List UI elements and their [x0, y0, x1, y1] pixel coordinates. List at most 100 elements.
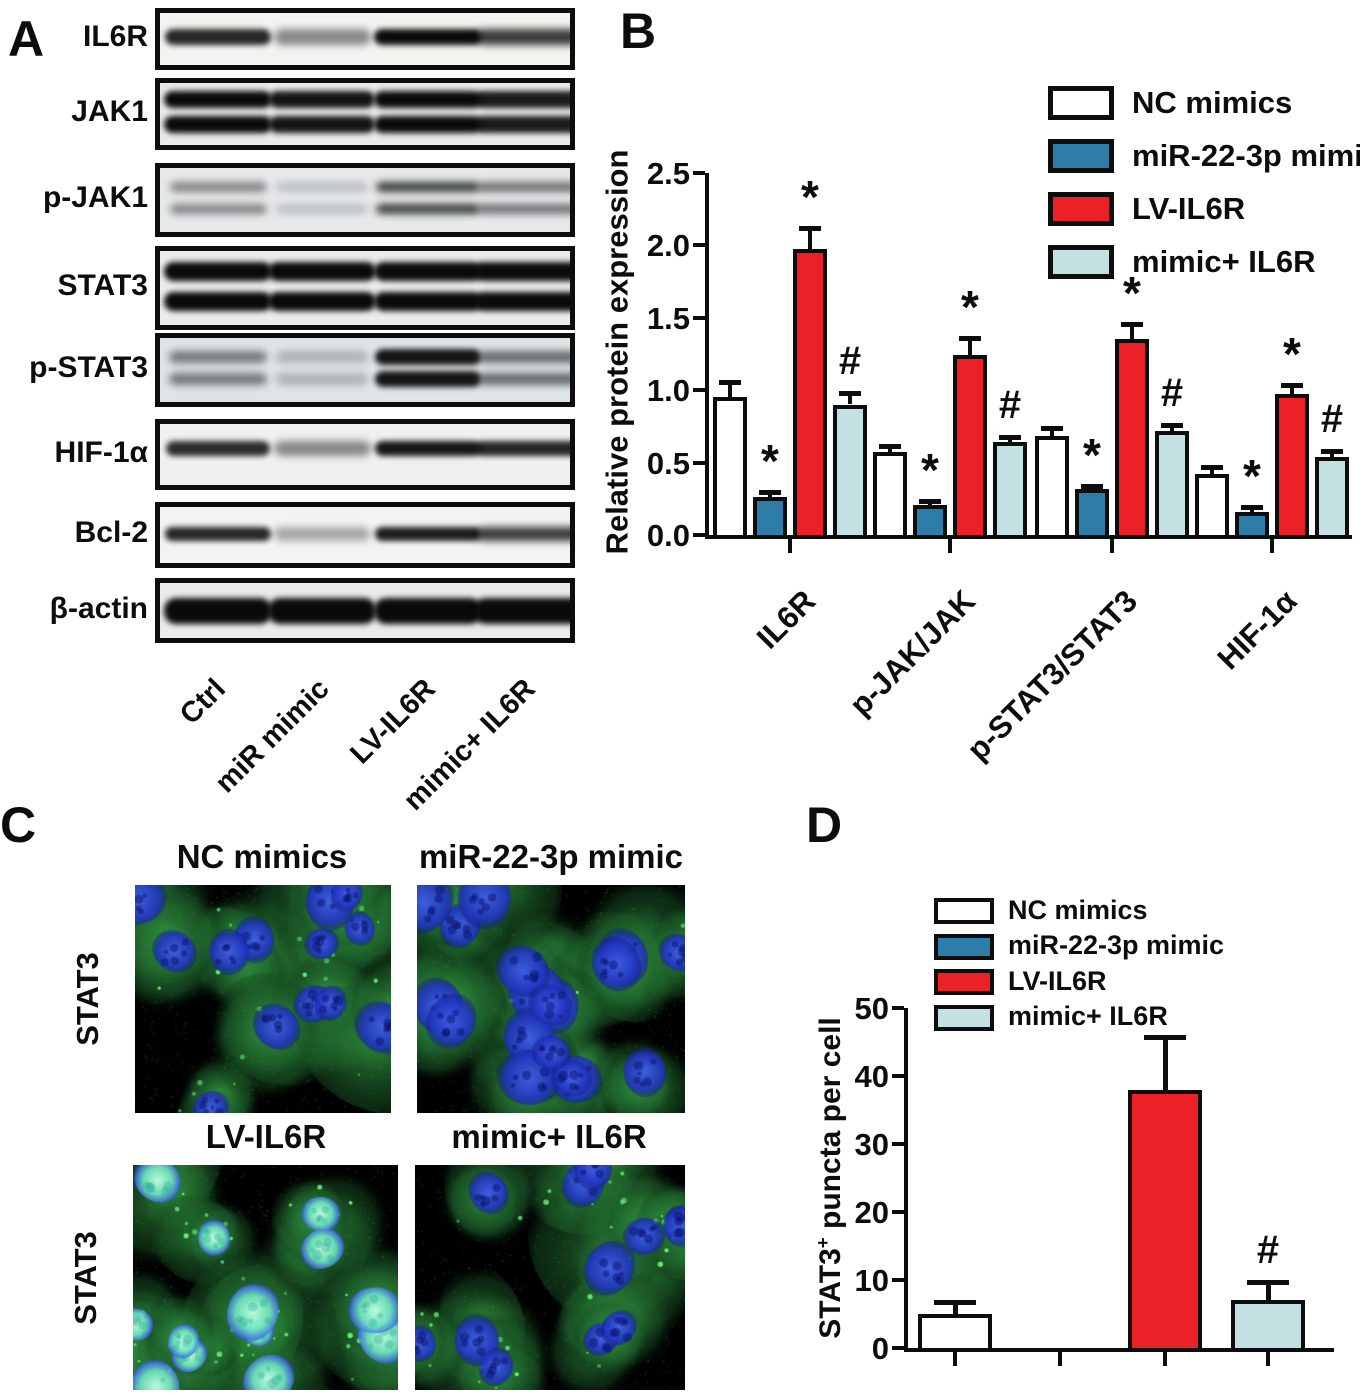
blot-band: [268, 115, 376, 133]
blot-row-p-stat3: [155, 333, 575, 407]
significance-marker-hash: #: [998, 382, 1022, 427]
blot-band: [268, 597, 376, 624]
blot-band: [374, 370, 482, 387]
x-category-label-il6r: IL6R: [749, 583, 823, 656]
blot-band: [274, 526, 370, 541]
panel-a-western-blots: IL6R JAK1 p-JAK1 STAT3 p-STAT3 HIF-1α Bcl-2 β-a…: [0, 0, 620, 820]
y-axis-line: [705, 172, 709, 539]
y-axis-tick: [693, 460, 705, 465]
if-title-nc-mimics: NC mimics: [176, 838, 348, 875]
bar-lv-il6r-il6r: [793, 249, 827, 539]
blot-band: [164, 291, 272, 311]
significance-marker-asterisk: *: [921, 443, 939, 496]
significance-marker-asterisk: *: [1243, 449, 1261, 502]
error-bar-stem: [968, 336, 972, 356]
blot-band: [474, 91, 570, 109]
y-axis-tick: [892, 1210, 904, 1214]
panel-c-letter: C: [0, 797, 38, 853]
error-bar-cap: [959, 336, 981, 342]
blot-band: [478, 182, 570, 193]
blot-band: [164, 91, 272, 109]
blot-band: [168, 372, 268, 385]
blot-band: [275, 372, 369, 385]
blot-protein-label-bcl-2: Bcl-2: [74, 516, 148, 549]
error-bar-cap: [1321, 449, 1343, 455]
blot-band: [164, 261, 272, 281]
error-bar-cap: [999, 434, 1021, 440]
blot-band: [165, 441, 271, 457]
blot-band: [475, 441, 570, 457]
blot-band: [165, 526, 271, 541]
error-bar-cap: [799, 226, 821, 232]
bar-mimic-il6r-hif-1: [1315, 456, 1349, 539]
if-title-mir-22-3p-mimic: miR-22-3p mimic: [418, 838, 684, 875]
error-bar-cap: [1161, 423, 1183, 429]
blot-band: [474, 597, 570, 624]
blot-band: [164, 597, 272, 624]
x-axis-tick: [1270, 539, 1274, 553]
y-axis-tick: [892, 1346, 904, 1350]
x-axis-tick: [1058, 1352, 1062, 1366]
panel-d-letter: D: [806, 797, 844, 853]
blot-protein-label-actin: β-actin: [49, 591, 148, 625]
y-axis-tick: [693, 388, 705, 392]
blot-band: [268, 91, 376, 109]
error-bar-stem: [1130, 321, 1134, 340]
error-bar-cap: [879, 443, 901, 449]
y-axis-tick: [892, 1142, 904, 1146]
legend-swatch-nc-mimics: [934, 898, 994, 924]
significance-marker-asterisk: *: [1083, 429, 1101, 482]
error-bar-cap: [934, 1300, 976, 1306]
x-axis-tick: [788, 539, 792, 553]
significance-marker-hash: #: [1320, 397, 1344, 442]
y-tick-label-20: 20: [854, 1195, 889, 1230]
significance-marker-asterisk: *: [761, 435, 779, 488]
y-tick-label-0.0: 0.0: [646, 518, 690, 553]
blot-band: [169, 203, 267, 214]
y-axis-tick: [693, 315, 705, 320]
legend-swatch-nc-mimics: [1048, 86, 1114, 120]
x-axis-tick: [948, 539, 952, 553]
if-image-lv-il6r: [133, 1165, 398, 1390]
bar-mir-22-3p-mimic-p-jak-jak: [913, 504, 947, 539]
error-bar-cap: [839, 391, 861, 397]
blot-protein-label-jak1: JAK1: [71, 95, 148, 128]
y-axis-tick: [892, 1278, 904, 1282]
blot-band: [374, 526, 482, 541]
error-bar-cap: [1247, 1280, 1289, 1285]
legend-label-lv-il6r: LV-IL6R: [1008, 965, 1107, 996]
error-bar-cap: [1081, 484, 1103, 490]
blot-band: [474, 115, 570, 133]
bar-nc-mimics-il6r: [713, 397, 747, 539]
blot-protein-label-p-jak1: p-JAK1: [42, 181, 148, 214]
if-image-mimic-il6r: [415, 1165, 685, 1390]
significance-marker-asterisk: *: [801, 171, 819, 224]
legend-label-nc-mimics: NC mimics: [1008, 894, 1148, 925]
error-bar-cap: [759, 490, 781, 496]
significance-marker-hash: #: [838, 339, 862, 384]
blot-protein-label-hif-1: HIF-1α: [54, 435, 148, 469]
x-axis-tick: [1110, 539, 1114, 553]
legend-swatch-mimic-il6r: [1048, 245, 1114, 279]
x-category-label-p-stat3-stat3: p-STAT3/STAT3: [960, 583, 1145, 768]
x-category-label-p-jak-jak: p-JAK/JAK: [842, 583, 983, 723]
legend-label-mir-22-3p-mimic: miR-22-3p mimic: [1132, 137, 1360, 173]
legend-label-lv-il6r: LV-IL6R: [1132, 190, 1246, 226]
error-bar-stem: [1050, 426, 1054, 437]
blot-band: [476, 28, 570, 45]
bar-mimic-il6r: [1231, 1300, 1305, 1352]
bar-nc-mimics-p-jak-jak: [873, 452, 907, 539]
significance-marker-asterisk: *: [1123, 266, 1141, 319]
blot-band: [268, 291, 376, 311]
y-axis-tick: [892, 1074, 904, 1078]
if-image-nc-mimics: [135, 885, 391, 1113]
if-image-mir-22-3p-mimic: [417, 885, 685, 1113]
blot-band: [273, 441, 371, 457]
x-axis-tick: [1163, 1352, 1167, 1366]
x-axis-line: [904, 1348, 1334, 1352]
y-axis-tick: [892, 1006, 904, 1010]
blot-protein-label-stat3: STAT3: [57, 269, 148, 302]
error-bar-cap: [1201, 465, 1223, 471]
blot-row-actin: [155, 578, 575, 643]
